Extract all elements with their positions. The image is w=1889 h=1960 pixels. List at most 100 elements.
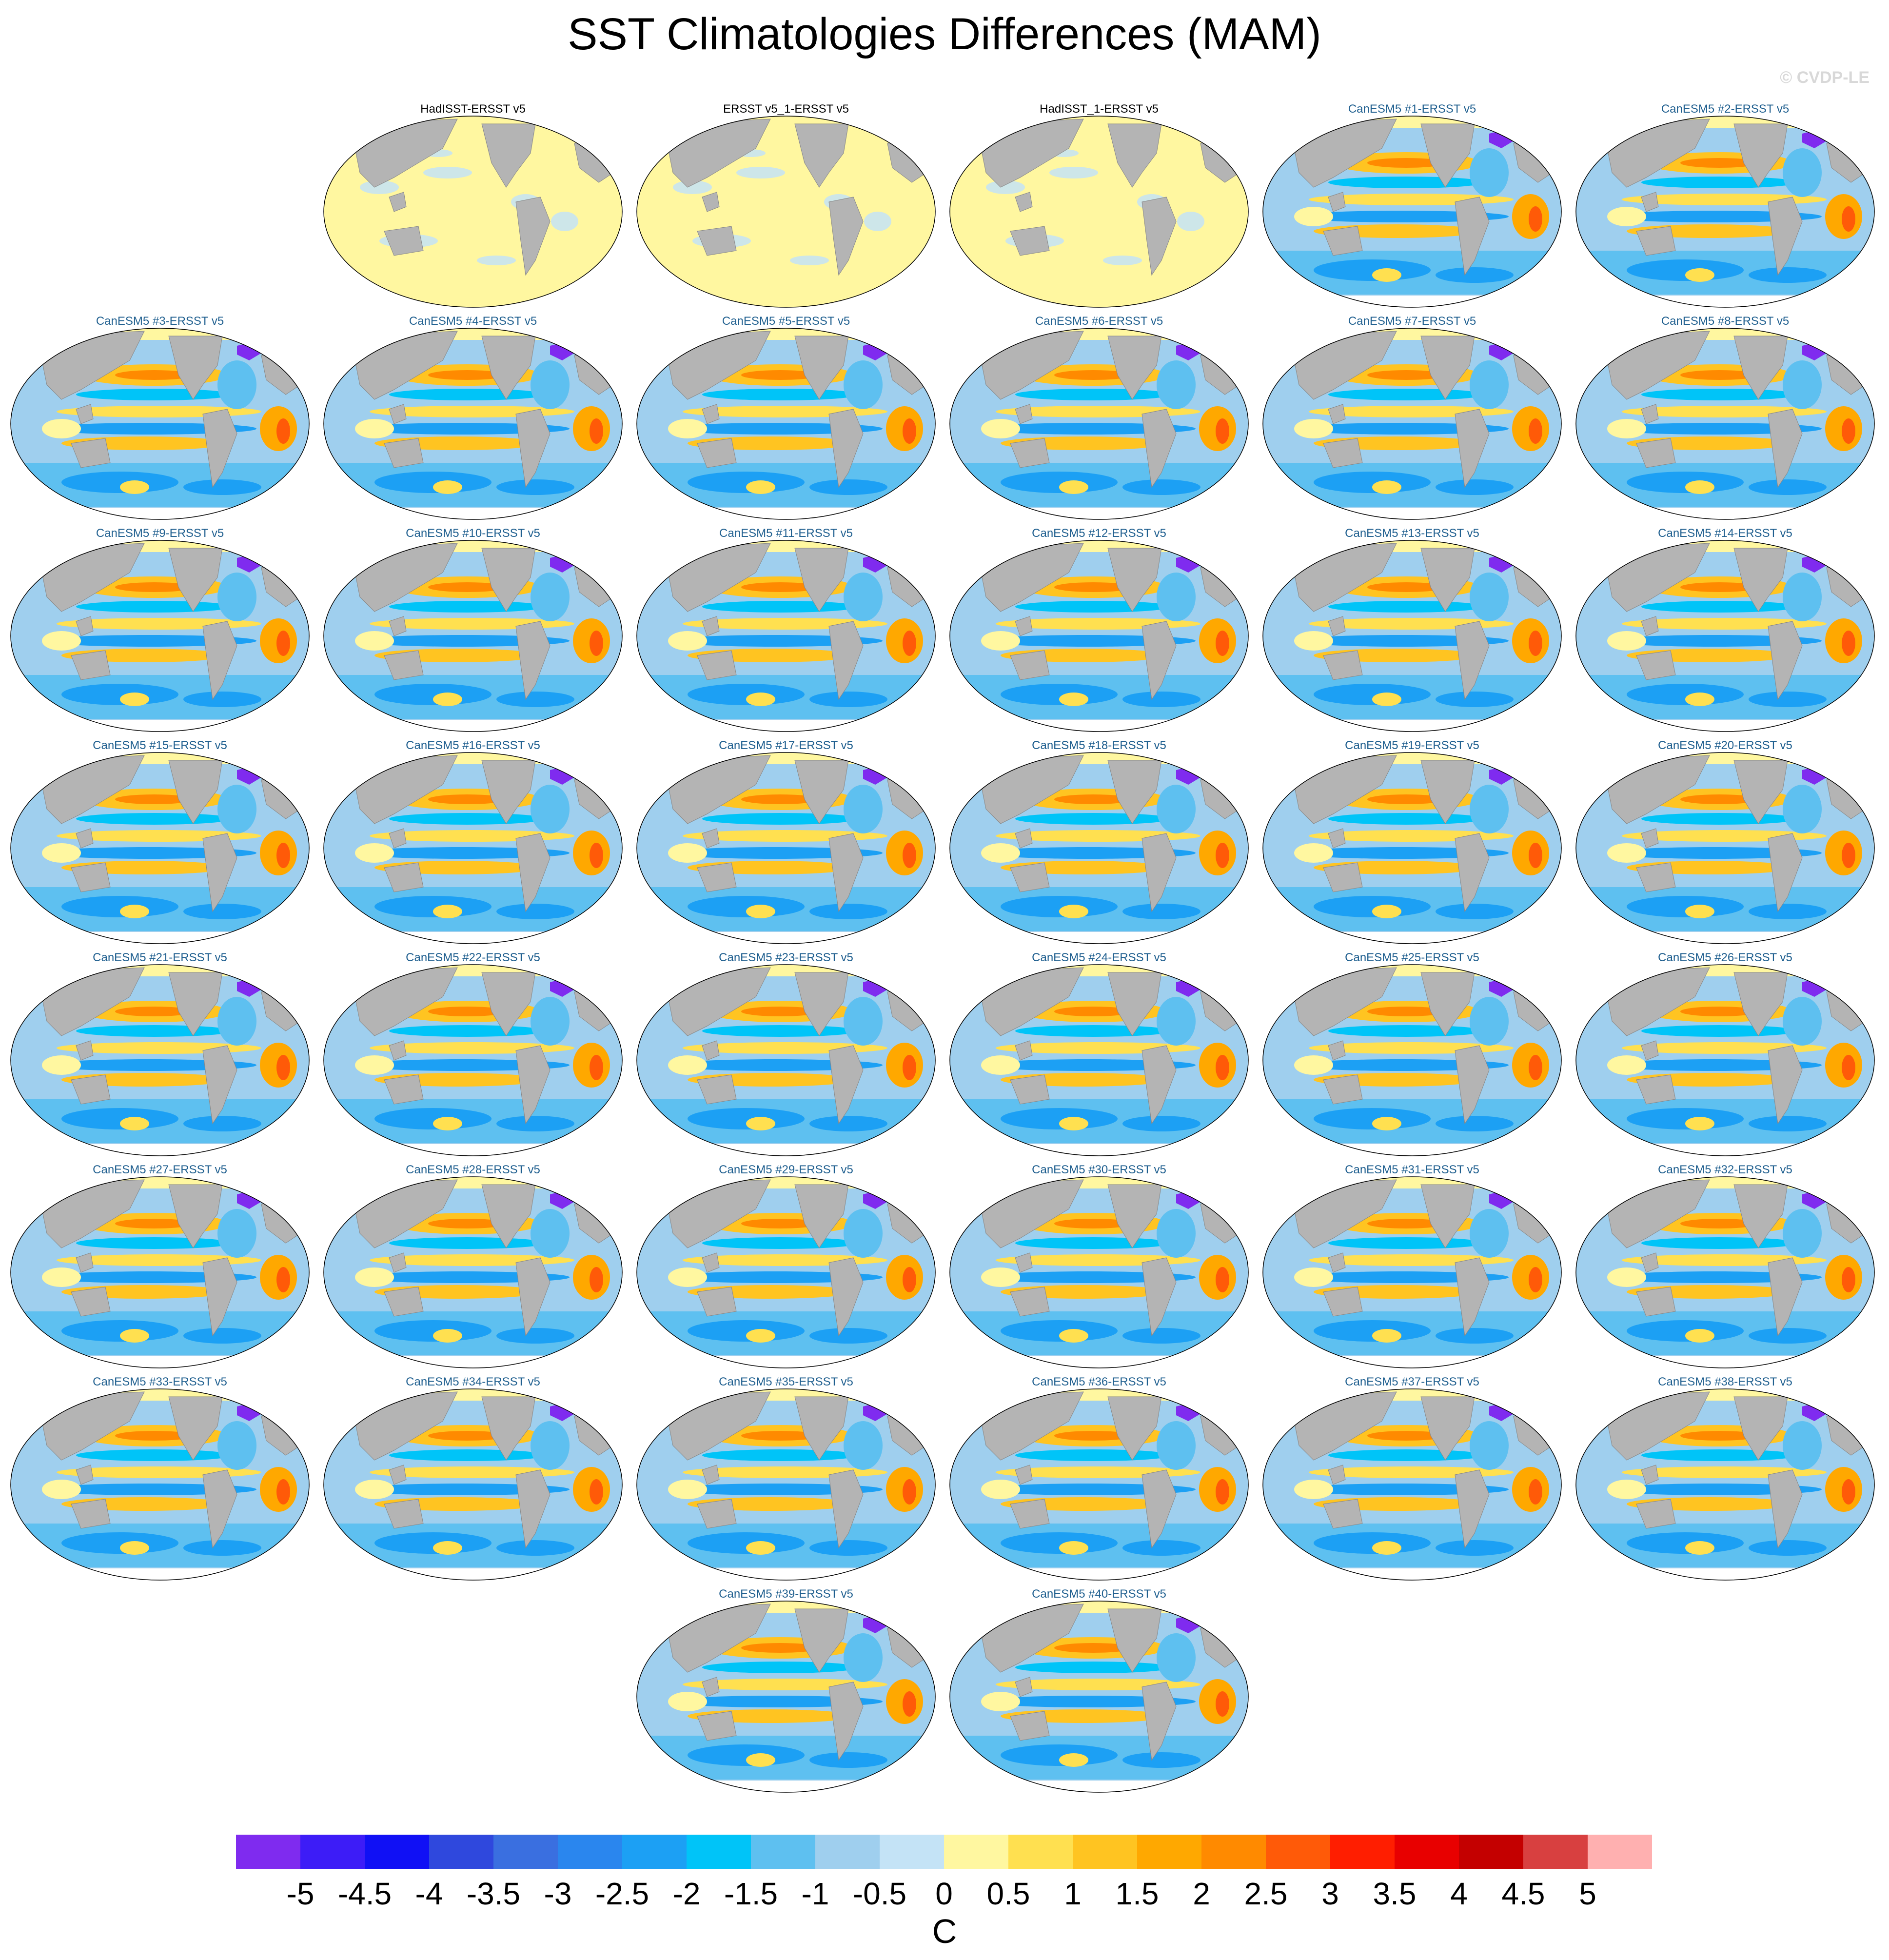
world-map <box>10 1388 310 1581</box>
map-panel: CanESM5 #31-ERSST v5 <box>1260 1163 1564 1375</box>
panel-title: CanESM5 #1-ERSST v5 <box>1348 102 1476 116</box>
map-panel: CanESM5 #11-ERSST v5 <box>634 527 938 738</box>
world-map <box>636 540 936 732</box>
panel-title: CanESM5 #19-ERSST v5 <box>1345 739 1479 752</box>
map-panel: CanESM5 #35-ERSST v5 <box>634 1375 938 1587</box>
map-panel: CanESM5 #6-ERSST v5 <box>947 315 1251 526</box>
world-map <box>636 1601 936 1793</box>
colorbar-box <box>1137 1835 1201 1869</box>
map-panel: CanESM5 #26-ERSST v5 <box>1573 951 1877 1163</box>
colorbar-tick-label: 2 <box>1193 1876 1210 1911</box>
map-panel: ERSST v5_1-ERSST v5 <box>634 102 938 314</box>
panel-title: CanESM5 #3-ERSST v5 <box>96 315 224 328</box>
map-panel: CanESM5 #30-ERSST v5 <box>947 1163 1251 1375</box>
panel-title: CanESM5 #18-ERSST v5 <box>1032 739 1166 752</box>
panel-title: CanESM5 #7-ERSST v5 <box>1348 315 1476 328</box>
world-map <box>323 1388 623 1581</box>
world-map <box>1262 752 1562 944</box>
panel-title: CanESM5 #29-ERSST v5 <box>719 1163 853 1176</box>
world-map <box>1575 964 1875 1156</box>
map-panel: CanESM5 #4-ERSST v5 <box>321 315 625 526</box>
colorbar-tick-label: -1 <box>801 1876 829 1911</box>
world-map <box>636 116 936 308</box>
panel-title: CanESM5 #10-ERSST v5 <box>406 527 540 540</box>
panel-title: CanESM5 #6-ERSST v5 <box>1035 315 1163 328</box>
colorbar-box <box>1008 1835 1073 1869</box>
map-panel: CanESM5 #34-ERSST v5 <box>321 1375 625 1587</box>
world-map <box>1262 540 1562 732</box>
map-panel: CanESM5 #5-ERSST v5 <box>634 315 938 526</box>
panel-title: CanESM5 #37-ERSST v5 <box>1345 1375 1479 1388</box>
world-map <box>1262 964 1562 1156</box>
colorbar-tick-label: -3.5 <box>466 1876 521 1911</box>
panel-title: CanESM5 #15-ERSST v5 <box>93 739 227 752</box>
colorbar-tick-label: 1.5 <box>1115 1876 1159 1911</box>
world-map <box>949 1601 1249 1793</box>
map-panel: CanESM5 #32-ERSST v5 <box>1573 1163 1877 1375</box>
colorbar-units: C <box>932 1912 957 1950</box>
world-map <box>323 116 623 308</box>
map-panel: CanESM5 #24-ERSST v5 <box>947 951 1251 1163</box>
panel-title: CanESM5 #2-ERSST v5 <box>1661 102 1790 116</box>
colorbar-box <box>1395 1835 1459 1869</box>
world-map <box>1575 752 1875 944</box>
world-map <box>949 540 1249 732</box>
figure-title: SST Climatologies Differences (MAM) <box>568 9 1321 59</box>
world-map <box>10 540 310 732</box>
panel-title: CanESM5 #32-ERSST v5 <box>1658 1163 1792 1176</box>
map-panel: CanESM5 #18-ERSST v5 <box>947 739 1251 950</box>
colorbar-box <box>1523 1835 1588 1869</box>
colorbar-tick-label: 5 <box>1579 1876 1596 1911</box>
colorbar-tick-label: 0 <box>935 1876 953 1911</box>
panel-title: CanESM5 #39-ERSST v5 <box>719 1587 853 1601</box>
panel-title: CanESM5 #4-ERSST v5 <box>409 315 537 328</box>
colorbar-tick-label: 1 <box>1064 1876 1082 1911</box>
world-map <box>949 328 1249 520</box>
map-panel: CanESM5 #13-ERSST v5 <box>1260 527 1564 738</box>
map-panel: CanESM5 #16-ERSST v5 <box>321 739 625 950</box>
panel-title: CanESM5 #34-ERSST v5 <box>406 1375 540 1388</box>
world-map <box>636 1388 936 1581</box>
world-map <box>323 1176 623 1368</box>
panel-title: CanESM5 #23-ERSST v5 <box>719 951 853 964</box>
panel-title: CanESM5 #17-ERSST v5 <box>719 739 853 752</box>
colorbar-box <box>944 1835 1008 1869</box>
panel-grid: HadISST-ERSST v5 ERSST v5_1-ERSST v5 HadIS… <box>8 102 1877 1799</box>
world-map <box>323 964 623 1156</box>
colorbar-box <box>687 1835 751 1869</box>
map-panel: CanESM5 #10-ERSST v5 <box>321 527 625 738</box>
world-map <box>323 752 623 944</box>
colorbar-box <box>751 1835 815 1869</box>
panel-title: CanESM5 #30-ERSST v5 <box>1032 1163 1166 1176</box>
map-panel: CanESM5 #20-ERSST v5 <box>1573 739 1877 950</box>
world-map <box>10 964 310 1156</box>
panel-title: CanESM5 #22-ERSST v5 <box>406 951 540 964</box>
world-map <box>949 752 1249 944</box>
panel-title: CanESM5 #38-ERSST v5 <box>1658 1375 1792 1388</box>
panel-title: CanESM5 #8-ERSST v5 <box>1661 315 1790 328</box>
map-panel: CanESM5 #19-ERSST v5 <box>1260 739 1564 950</box>
panel-title: CanESM5 #24-ERSST v5 <box>1032 951 1166 964</box>
panel-title: HadISST-ERSST v5 <box>420 102 526 116</box>
colorbar <box>236 1835 1652 1869</box>
world-map <box>949 1388 1249 1581</box>
map-panel: CanESM5 #3-ERSST v5 <box>8 315 312 526</box>
world-map <box>1262 1388 1562 1581</box>
colorbar-tick-label: 0.5 <box>986 1876 1030 1911</box>
map-panel: CanESM5 #40-ERSST v5 <box>947 1587 1251 1799</box>
colorbar-tick-label: -2.5 <box>595 1876 649 1911</box>
panel-title: CanESM5 #27-ERSST v5 <box>93 1163 227 1176</box>
colorbar-box <box>1201 1835 1266 1869</box>
map-panel: CanESM5 #7-ERSST v5 <box>1260 315 1564 526</box>
colorbar-tick-label: 2.5 <box>1244 1876 1288 1911</box>
colorbar-box <box>365 1835 429 1869</box>
colorbar-tick-label: 4.5 <box>1501 1876 1545 1911</box>
colorbar-tick-label: -4.5 <box>337 1876 392 1911</box>
panel-title: CanESM5 #12-ERSST v5 <box>1032 527 1166 540</box>
map-panel: CanESM5 #17-ERSST v5 <box>634 739 938 950</box>
map-panel: CanESM5 #29-ERSST v5 <box>634 1163 938 1375</box>
panel-title: CanESM5 #11-ERSST v5 <box>719 527 853 540</box>
panel-title: CanESM5 #5-ERSST v5 <box>722 315 850 328</box>
colorbar-tick-label: -1.5 <box>724 1876 778 1911</box>
colorbar-box <box>622 1835 687 1869</box>
